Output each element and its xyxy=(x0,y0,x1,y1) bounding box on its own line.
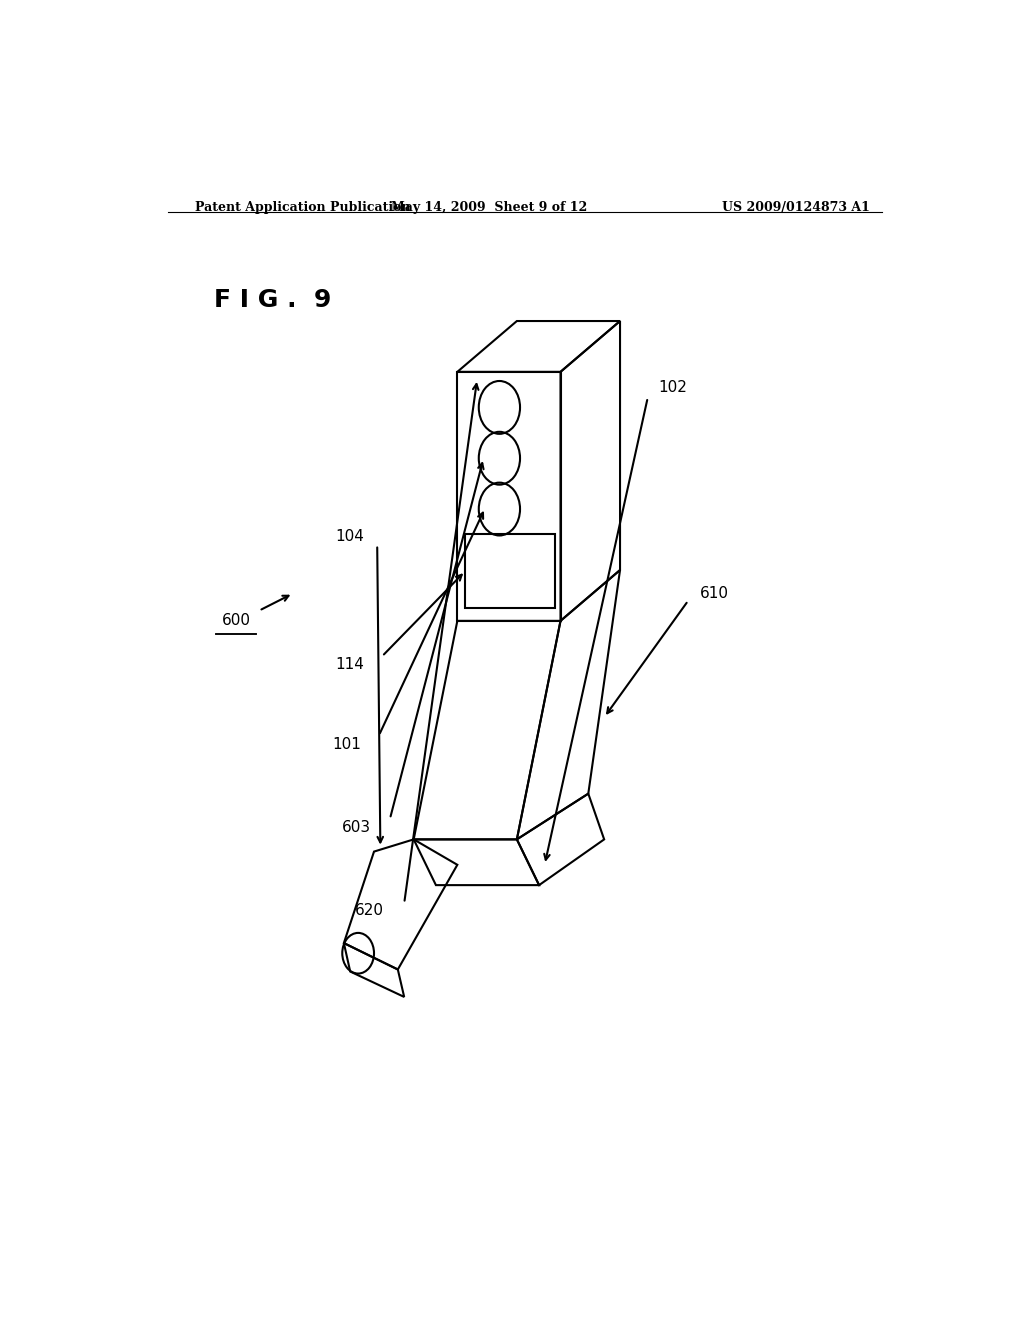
Text: 102: 102 xyxy=(658,380,687,395)
Text: May 14, 2009  Sheet 9 of 12: May 14, 2009 Sheet 9 of 12 xyxy=(391,201,587,214)
Text: 104: 104 xyxy=(336,529,365,544)
Text: 610: 610 xyxy=(699,586,728,601)
Text: 114: 114 xyxy=(336,657,365,672)
Text: Patent Application Publication: Patent Application Publication xyxy=(196,201,411,214)
Text: 620: 620 xyxy=(354,903,384,917)
Text: US 2009/0124873 A1: US 2009/0124873 A1 xyxy=(722,201,870,214)
Text: 101: 101 xyxy=(333,738,361,752)
Text: 603: 603 xyxy=(342,820,371,834)
Text: 600: 600 xyxy=(221,614,251,628)
Text: F I G .  9: F I G . 9 xyxy=(214,289,331,313)
